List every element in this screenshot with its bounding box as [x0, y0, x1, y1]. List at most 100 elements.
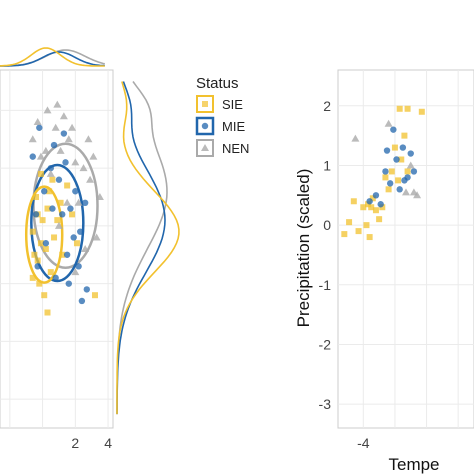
- right-point-sie: [376, 216, 383, 223]
- right-point-mie: [399, 144, 407, 151]
- left-point-nen: [54, 221, 63, 229]
- left-ellipse-mie: [30, 163, 85, 283]
- right-point-mie: [396, 186, 403, 193]
- right-point-sie: [391, 144, 398, 151]
- left-point-sie: [57, 199, 64, 206]
- right-y-tick-label: -3: [319, 396, 332, 412]
- left-point-sie: [36, 280, 43, 287]
- right-density-sie: [116, 81, 180, 415]
- top-density-mie: [0, 51, 105, 67]
- right-plot-background: [337, 69, 474, 429]
- right-point-sie: [396, 105, 403, 112]
- legend-title: Status: [196, 75, 239, 92]
- left-point-sie: [91, 292, 98, 299]
- right-point-sie: [369, 195, 376, 202]
- right-point-mie: [386, 180, 394, 187]
- left-point-sie: [49, 176, 56, 183]
- left-x-tick-label: 4: [104, 435, 112, 451]
- legend-label-mie: MIE: [222, 119, 245, 134]
- legend-key-nen: [196, 139, 214, 157]
- left-points: [28, 100, 104, 316]
- left-point-nen: [74, 198, 83, 206]
- right-point-sie: [385, 186, 392, 193]
- left-point-mie: [83, 286, 90, 293]
- left-point-mie: [63, 251, 71, 258]
- left-point-mie: [77, 228, 84, 235]
- left-point-sie: [51, 234, 58, 241]
- left-point-nen: [53, 100, 62, 108]
- right-point-sie: [404, 168, 411, 175]
- right-x-ticks: -4: [357, 435, 370, 451]
- right-y-tick-label: 2: [323, 98, 331, 114]
- left-point-nen: [59, 112, 68, 120]
- right-point-nen: [351, 134, 360, 142]
- right-point-sie: [365, 201, 372, 208]
- left-point-nen: [95, 193, 104, 201]
- left-point-mie: [52, 274, 59, 282]
- right-point-sie: [355, 228, 362, 235]
- left-point-sie: [64, 182, 71, 189]
- left-point-nen: [41, 146, 50, 154]
- right-point-mie: [383, 147, 391, 154]
- right-x-axis-label: Tempe: [388, 455, 439, 474]
- left-point-mie: [59, 211, 66, 218]
- right-density-mie: [116, 81, 166, 415]
- right-point-mie: [366, 198, 373, 205]
- left-point-sie: [46, 188, 53, 195]
- left-point-mie: [42, 240, 50, 247]
- left-point-nen: [89, 152, 98, 160]
- left-point-mie: [70, 234, 77, 241]
- left-point-nen: [33, 117, 42, 125]
- right-point-sie: [368, 204, 375, 211]
- left-point-mie: [78, 297, 86, 305]
- legend-item-mie: MIE: [195, 116, 245, 136]
- legend-key-sie: [196, 95, 214, 113]
- left-point-nen: [84, 135, 93, 143]
- left-point-nen: [86, 175, 95, 183]
- left-point-sie: [54, 217, 61, 224]
- left-point-sie: [42, 246, 49, 252]
- right-y-tick-label: -2: [319, 336, 332, 352]
- right-point-mie: [401, 177, 408, 184]
- right-x-tick-label: -4: [357, 435, 370, 451]
- right-point-sie: [372, 207, 379, 214]
- right-scatter-panel: 2 1 0 -1 -2 -3 -4 Precipitation (scaled) Temp…: [294, 69, 474, 474]
- right-points: [341, 105, 425, 241]
- right-point-sie: [363, 222, 370, 229]
- right-point-sie: [382, 174, 389, 181]
- right-point-sie: [366, 234, 373, 241]
- right-y-ticks: 2 1 0 -1 -2 -3: [319, 98, 332, 412]
- left-point-sie: [29, 228, 36, 235]
- left-plot-background: [0, 69, 114, 429]
- left-point-sie: [39, 217, 46, 224]
- left-point-mie: [65, 280, 72, 287]
- right-point-mie: [372, 192, 380, 199]
- left-ellipse-sie: [24, 185, 64, 284]
- left-point-mie: [75, 263, 82, 270]
- left-point-mie: [34, 263, 41, 270]
- right-point-sie: [379, 204, 386, 211]
- left-point-nen: [56, 146, 65, 154]
- right-point-sie: [360, 204, 367, 211]
- right-point-sie: [395, 177, 402, 184]
- left-point-nen: [92, 233, 101, 241]
- right-point-mie: [407, 150, 414, 157]
- legend: Status SIE MIE NEN: [195, 75, 249, 157]
- right-marginal-density: [116, 81, 180, 415]
- left-point-mie: [62, 159, 69, 166]
- left-point-mie: [55, 176, 63, 183]
- left-point-sie: [44, 309, 51, 316]
- left-point-nen: [46, 169, 55, 177]
- left-point-sie: [44, 205, 51, 212]
- right-point-mie: [382, 168, 389, 175]
- right-y-axis-label: Precipitation (scaled): [294, 169, 313, 328]
- legend-item-nen: NEN: [196, 139, 249, 157]
- left-point-mie: [32, 211, 40, 218]
- left-point-sie: [41, 292, 48, 299]
- right-point-sie: [346, 219, 353, 226]
- left-ellipses: [24, 142, 99, 284]
- left-point-sie: [31, 251, 38, 258]
- legend-key-mie: [195, 116, 215, 136]
